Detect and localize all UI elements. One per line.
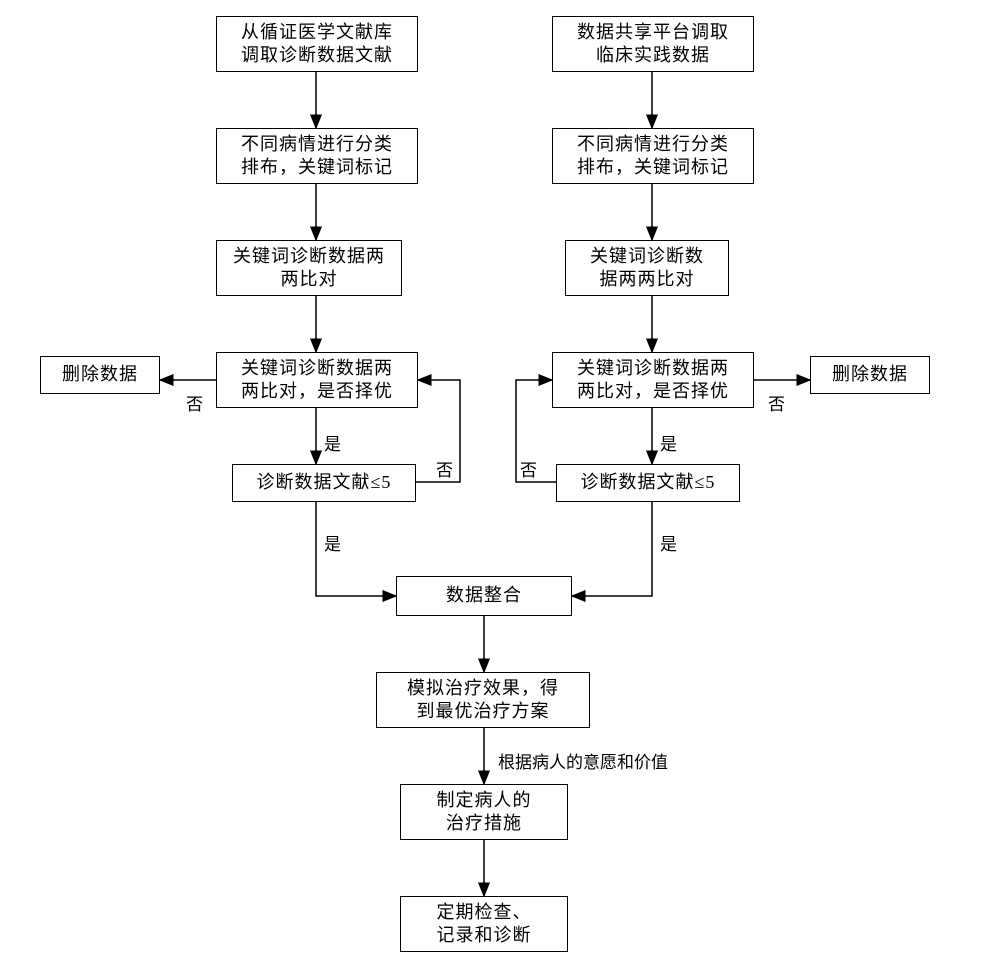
flowchart-node-R2: 不同病情进行分类排布，关键词标记 [552, 128, 754, 184]
flowchart-node-L4: 关键词诊断数据两两比对，是否择优 [216, 352, 418, 408]
flowchart-node-R4: 关键词诊断数据两两比对，是否择优 [552, 352, 754, 408]
edge-label-R4-DR: 否 [768, 390, 785, 415]
edge-label-L4-L5: 是 [324, 430, 341, 455]
edge-label-R4-R5: 是 [660, 430, 677, 455]
edge-label-L5-M1: 是 [324, 530, 341, 555]
edge-label-R5-R4_loop: 否 [520, 456, 537, 481]
flowchart-node-L5: 诊断数据文献≤5 [232, 464, 416, 502]
flowchart-node-L3: 关键词诊断数据两两比对 [216, 240, 402, 296]
flowchart-node-M3: 制定病人的治疗措施 [400, 784, 568, 840]
edge-label-L5-L4_loop: 否 [436, 456, 453, 481]
edge-label-L4-DL: 否 [186, 390, 203, 415]
flowchart-node-R3: 关键词诊断数据两两比对 [565, 240, 729, 296]
flowchart-node-DL: 删除数据 [40, 356, 160, 394]
flowchart-node-L2: 不同病情进行分类排布，关键词标记 [216, 128, 418, 184]
flowchart-node-R5: 诊断数据文献≤5 [556, 464, 740, 502]
edge-label-M2-M3: 根据病人的意愿和价值 [498, 748, 668, 773]
flowchart-node-DR: 删除数据 [810, 356, 930, 394]
flowchart-node-M4: 定期检查、记录和诊断 [400, 896, 568, 952]
flowchart-node-L1: 从循证医学文献库调取诊断数据文献 [216, 16, 418, 72]
flowchart-node-M1: 数据整合 [396, 576, 572, 616]
edge-label-R5-M1: 是 [660, 530, 677, 555]
edge-R5-M1 [572, 502, 652, 596]
flowchart-node-M2: 模拟治疗效果，得到最优治疗方案 [376, 672, 590, 728]
flowchart-node-R1: 数据共享平台调取临床实践数据 [552, 16, 754, 72]
